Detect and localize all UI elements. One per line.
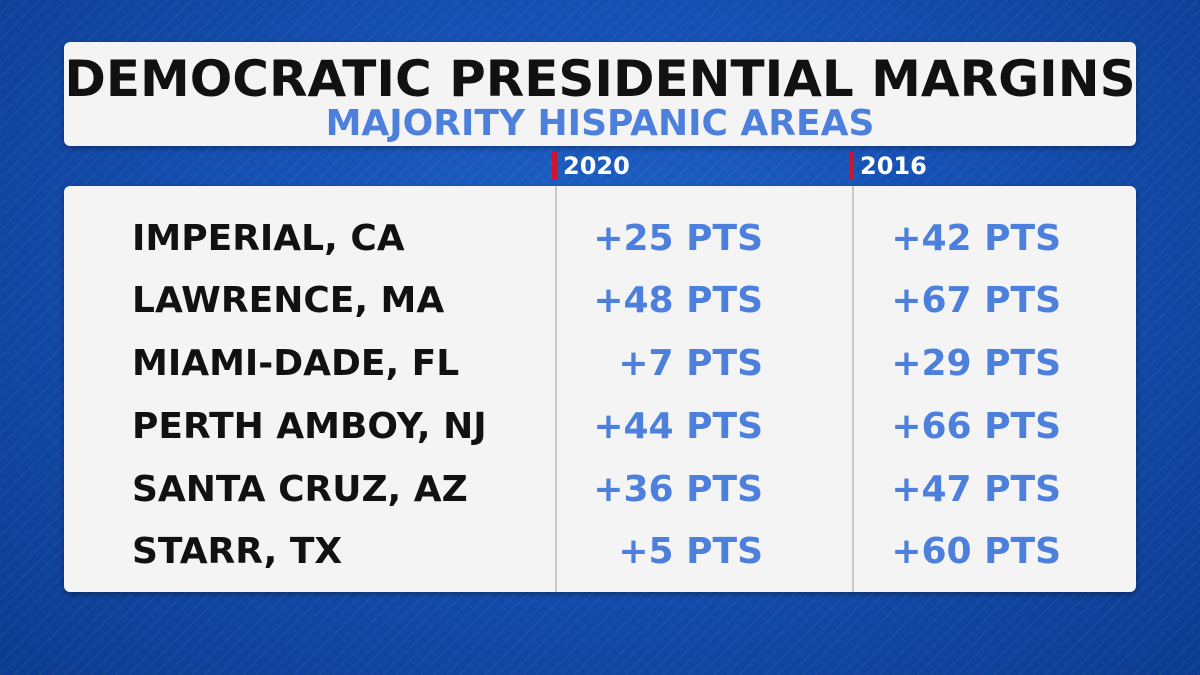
table-row: STARR, TX +5 PTS +60 PTS xyxy=(64,522,1136,582)
title-panel: DEMOCRATIC PRESIDENTIAL MARGINS MAJORITY… xyxy=(64,42,1136,146)
chart-subtitle: MAJORITY HISPANIC AREAS xyxy=(325,103,875,144)
margin-2020: +25 PTS xyxy=(593,218,763,259)
area-name: STARR, TX xyxy=(132,531,343,572)
column-marker-icon xyxy=(552,152,557,180)
margin-2016: +42 PTS xyxy=(891,218,1061,259)
column-divider xyxy=(852,186,854,592)
area-name: LAWRENCE, MA xyxy=(132,280,445,321)
margin-2020: +44 PTS xyxy=(593,406,763,447)
area-name: SANTA CRUZ, AZ xyxy=(132,469,468,510)
table-row: PERTH AMBOY, NJ +44 PTS +66 PTS xyxy=(64,397,1136,457)
margin-2016: +29 PTS xyxy=(891,343,1061,384)
margin-2020: +48 PTS xyxy=(593,280,763,321)
column-marker-icon xyxy=(849,152,854,180)
table-row: SANTA CRUZ, AZ +36 PTS +47 PTS xyxy=(64,460,1136,520)
table-row: LAWRENCE, MA +48 PTS +67 PTS xyxy=(64,271,1136,331)
margin-2020: +7 PTS xyxy=(618,343,763,384)
margin-2016: +47 PTS xyxy=(891,469,1061,510)
margin-2016: +60 PTS xyxy=(891,531,1061,572)
chart-title: DEMOCRATIC PRESIDENTIAL MARGINS xyxy=(64,50,1136,108)
column-header-label: 2016 xyxy=(860,152,927,180)
margin-2016: +66 PTS xyxy=(891,406,1061,447)
column-header-label: 2020 xyxy=(563,152,630,180)
area-name: MIAMI-DADE, FL xyxy=(132,343,460,384)
column-header-2016: 2016 xyxy=(849,151,927,181)
column-header-2020: 2020 xyxy=(552,151,630,181)
area-name: PERTH AMBOY, NJ xyxy=(132,406,487,447)
margin-2020: +36 PTS xyxy=(593,469,763,510)
area-name: IMPERIAL, CA xyxy=(132,218,405,259)
margin-2016: +67 PTS xyxy=(891,280,1061,321)
results-table: IMPERIAL, CA +25 PTS +42 PTS LAWRENCE, M… xyxy=(64,186,1136,592)
margin-2020: +5 PTS xyxy=(618,531,763,572)
table-row: IMPERIAL, CA +25 PTS +42 PTS xyxy=(64,209,1136,269)
column-divider xyxy=(555,186,557,592)
table-row: MIAMI-DADE, FL +7 PTS +29 PTS xyxy=(64,334,1136,394)
